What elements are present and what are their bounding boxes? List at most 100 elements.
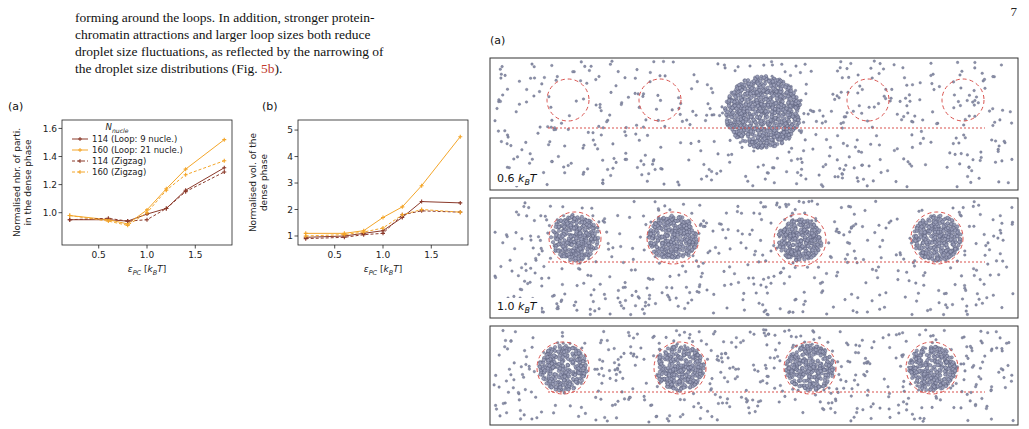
particle [895, 254, 898, 257]
particle [740, 98, 743, 101]
particle [942, 313, 945, 316]
particle [719, 170, 722, 173]
particle [590, 237, 593, 240]
particle [764, 98, 767, 101]
particle [617, 289, 620, 292]
particle [949, 267, 952, 270]
paragraph-line: forming around the loops. In addition, s… [75, 10, 375, 25]
particle [902, 158, 905, 161]
particle [924, 271, 927, 274]
particle [606, 168, 609, 171]
particle [592, 215, 595, 218]
particle [730, 283, 733, 286]
particle [879, 62, 882, 65]
particle [735, 114, 738, 117]
particle [968, 166, 971, 169]
particle [912, 121, 915, 124]
particle [794, 106, 797, 109]
particle [954, 153, 957, 156]
particle [936, 122, 939, 125]
particle [796, 171, 799, 174]
particle [775, 134, 778, 137]
snapshot-figure: (a)0.6 kBT1.0 kBT [490, 34, 1018, 425]
particle [773, 275, 776, 278]
x-tick-label: 0.5 [92, 250, 106, 260]
particle [728, 98, 731, 101]
marker [400, 205, 404, 209]
particle [991, 107, 994, 110]
marker [381, 226, 385, 230]
particle [649, 71, 652, 74]
particle [782, 131, 785, 134]
particle [690, 142, 693, 145]
particle [803, 291, 806, 294]
particle [843, 168, 846, 171]
particle [802, 150, 805, 153]
particle [766, 91, 769, 94]
particle [784, 71, 787, 74]
plot-frame [298, 120, 468, 245]
particle [763, 64, 766, 67]
particle [551, 64, 554, 67]
particle [822, 165, 825, 168]
x-tick-label: 1.5 [188, 250, 202, 260]
particle [964, 254, 967, 257]
particle [510, 144, 513, 147]
particle [770, 115, 773, 118]
particle [736, 94, 739, 97]
particle [538, 253, 541, 256]
particle [704, 119, 707, 122]
particle [644, 154, 647, 157]
particle [525, 88, 528, 91]
snapshot-panel: 0.6 kBT [490, 58, 1018, 190]
particle [759, 96, 762, 99]
particle [586, 168, 589, 171]
particle [723, 284, 726, 287]
marker [222, 170, 226, 174]
particle [542, 171, 545, 174]
particle [589, 308, 592, 311]
particle [750, 140, 753, 143]
particle [979, 213, 982, 216]
particle [610, 91, 613, 94]
legend-title: Nnucle [106, 122, 129, 134]
particle [711, 91, 714, 94]
particle [540, 214, 543, 217]
particle [766, 292, 769, 295]
particle [555, 79, 558, 82]
particle [740, 242, 743, 245]
particle [627, 96, 630, 99]
particle [974, 115, 977, 118]
particle [752, 118, 755, 121]
particle [553, 128, 556, 131]
particle [800, 174, 803, 177]
particle [635, 133, 638, 136]
particle [540, 247, 543, 250]
particle [956, 185, 959, 188]
legend: Nnucle114 (Loop: 9 nucle.)160 (Loop: 21 … [72, 122, 183, 177]
page-number: 7 [1011, 4, 1018, 19]
particle [737, 230, 740, 233]
particle [993, 121, 996, 124]
particle [966, 175, 969, 178]
particle [890, 97, 893, 100]
marker [400, 213, 404, 217]
particle [992, 124, 995, 127]
particle [631, 247, 634, 250]
particle [924, 163, 927, 166]
particle [868, 165, 871, 168]
particle [762, 164, 765, 167]
particle [849, 206, 852, 209]
panel-label: (a) [8, 100, 23, 113]
legend-marker [78, 170, 82, 174]
particle [780, 115, 783, 118]
particle [976, 293, 979, 296]
particle [533, 77, 536, 80]
particle [846, 253, 849, 256]
particle [902, 67, 905, 70]
particle [1000, 232, 1003, 235]
particle [965, 310, 968, 313]
particle [830, 256, 833, 259]
particle [785, 91, 788, 94]
particle [593, 289, 596, 292]
